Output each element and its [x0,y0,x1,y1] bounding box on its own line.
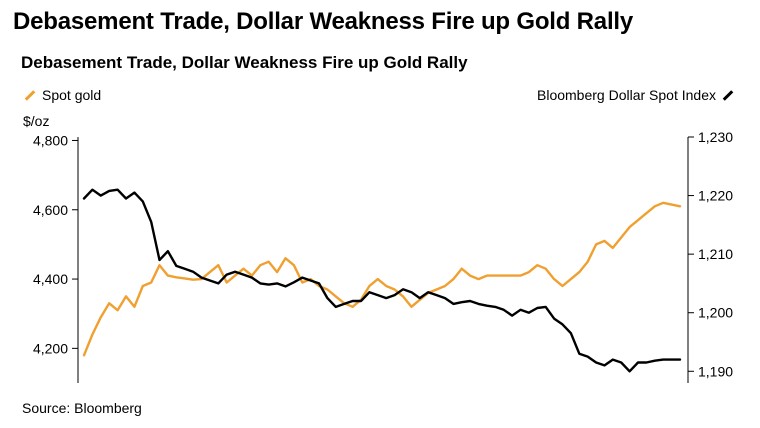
series-line-dollar-index [82,188,682,373]
right-tick-label: 1,190 [698,363,733,379]
legend-dollar-index: Bloomberg Dollar Spot Index [537,87,734,103]
headline: Debasement Trade, Dollar Weakness Fire u… [13,8,634,35]
series-line-spot-gold [82,201,682,357]
chart-title: Debasement Trade, Dollar Weakness Fire u… [21,53,468,72]
left-tick-label: 4,400 [33,271,68,287]
left-tick-label: 4,800 [33,132,68,148]
legend-spot-gold: Spot gold [24,87,101,103]
right-tick-label: 1,210 [698,246,733,262]
left-axis-unit: $/oz [23,113,50,129]
right-tick-label: 1,200 [698,305,733,321]
left-tick-label: 4,600 [33,202,68,218]
right-tick-label: 1,220 [698,188,733,204]
right-tick-label: 1,230 [698,129,733,145]
legend-dollar-index-label: Bloomberg Dollar Spot Index [537,87,716,103]
legend-spot-gold-label: Spot gold [42,87,102,103]
left-tick-label: 4,200 [33,340,68,356]
source-note: Source: Bloomberg [22,400,142,416]
